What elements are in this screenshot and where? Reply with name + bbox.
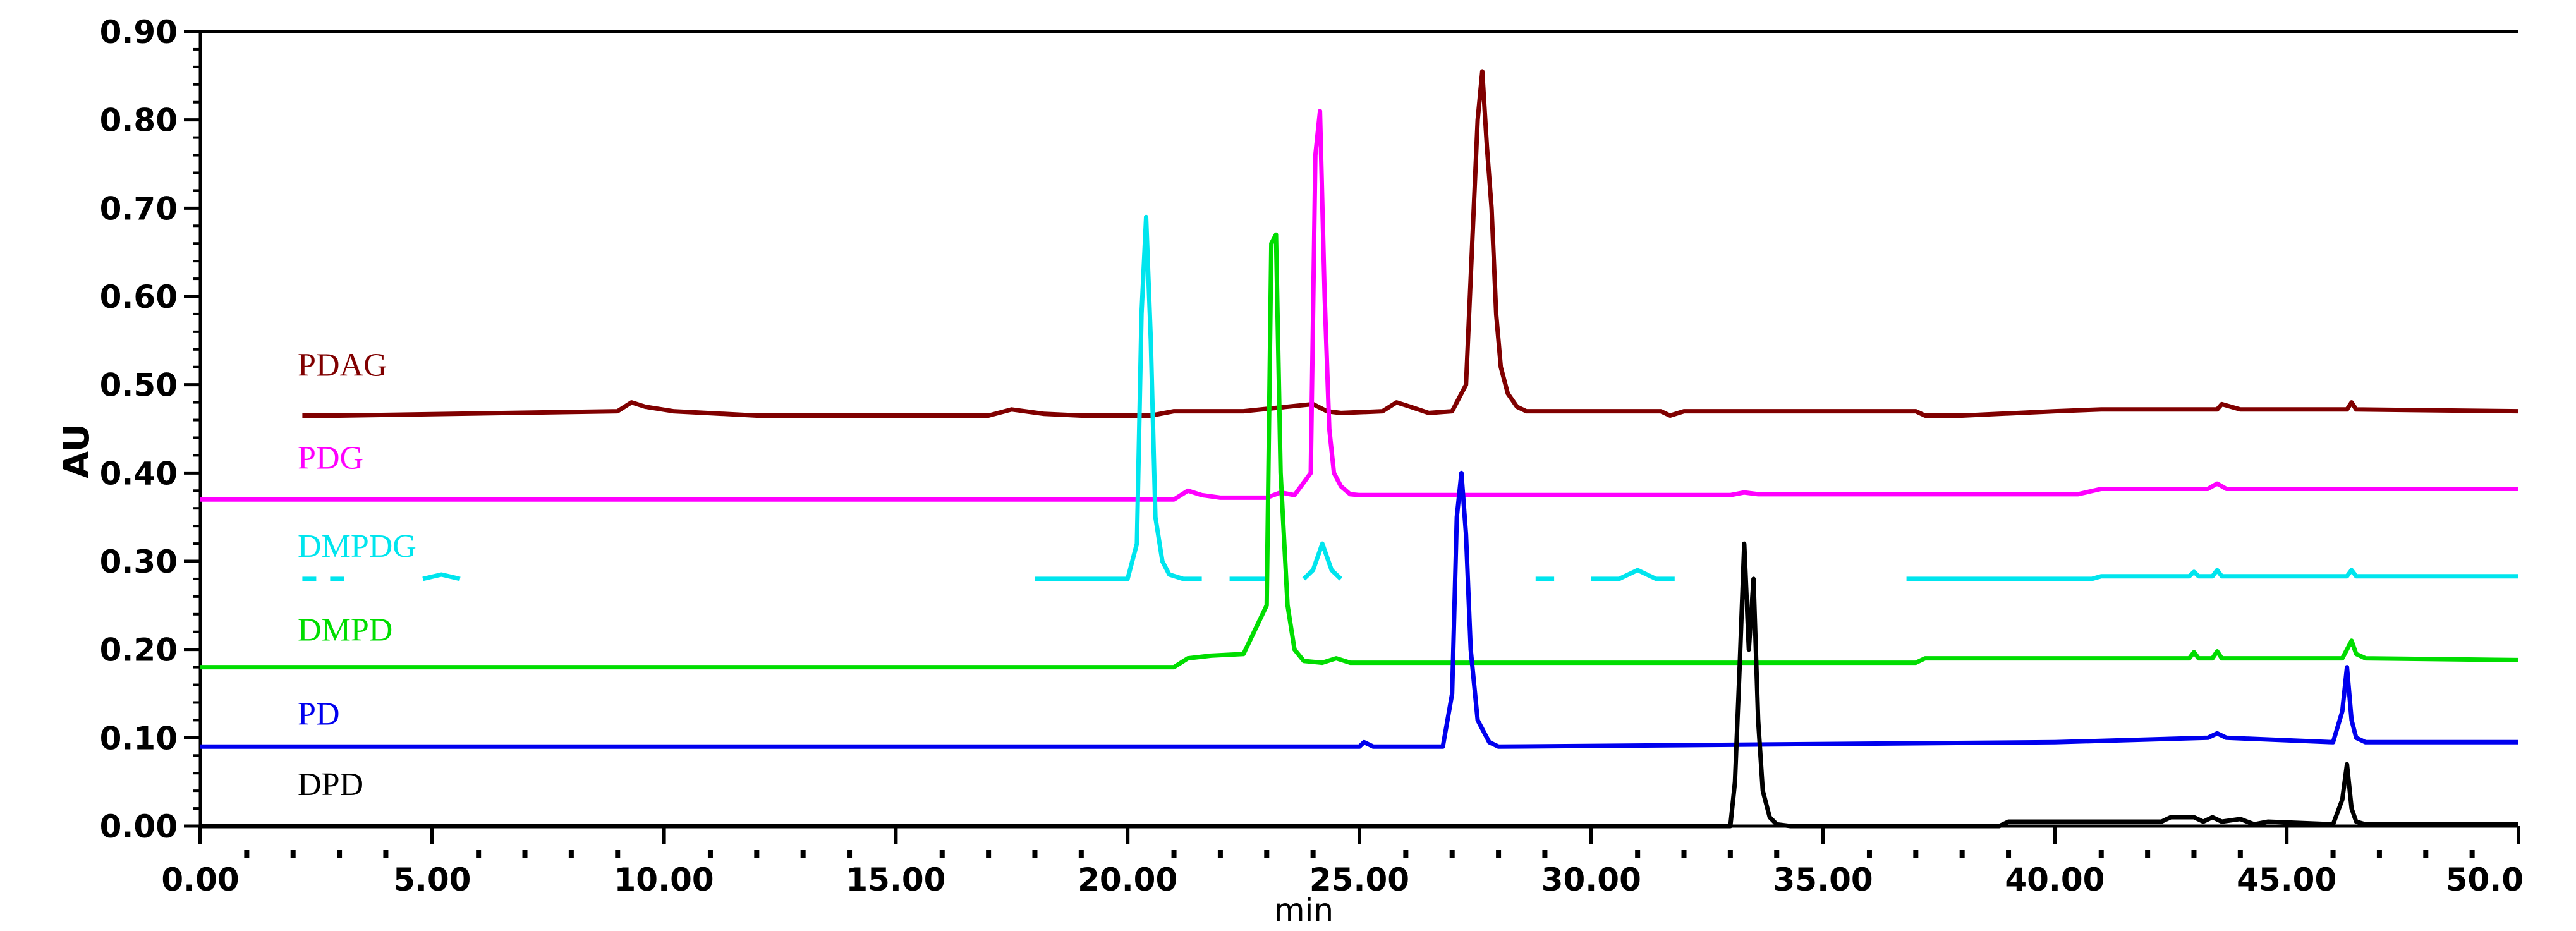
y-tick-label: 0.40 xyxy=(100,455,178,492)
y-tick-label: 0.90 xyxy=(100,14,178,51)
x-tick-label: 15.00 xyxy=(846,861,945,898)
series-layer xyxy=(200,69,2519,829)
series-dpd xyxy=(200,541,2518,829)
series-line-dpd xyxy=(200,541,2518,829)
x-tick-label: 10.00 xyxy=(614,861,714,898)
series-line-pdag xyxy=(302,69,2519,418)
series-label-pdg: PDG xyxy=(298,440,363,476)
y-tick-label: 0.20 xyxy=(100,632,178,669)
series-line-pdg xyxy=(200,109,2518,502)
series-line-dmpdg-seg3 xyxy=(1035,214,1202,581)
series-pdg xyxy=(200,109,2518,502)
x-tick-label: 5.00 xyxy=(393,861,471,898)
series-label-dmpdg: DMPDG xyxy=(298,528,416,564)
series-dmpdg xyxy=(302,214,2518,581)
x-tick-label: 35.00 xyxy=(1773,861,1873,898)
y-tick-label: 0.70 xyxy=(100,190,178,227)
x-tick-label: 50.0 xyxy=(2446,861,2524,898)
y-tick-label: 0.80 xyxy=(100,102,178,139)
series-line-dmpd xyxy=(200,232,2519,670)
series-line-pd xyxy=(200,470,2518,749)
series-pd xyxy=(200,470,2518,749)
y-tick-label: 0.60 xyxy=(100,279,178,315)
x-tick-label: 40.00 xyxy=(2005,861,2105,898)
y-tick-label: 0.30 xyxy=(100,544,178,580)
series-label-pd: PD xyxy=(298,696,339,732)
labels-layer: 0.00 0.10 0.20 0.30 0.40 0.50 0.60 0.70 0.80 0.90… xyxy=(56,14,2524,928)
series-pdag xyxy=(302,69,2519,418)
x-tick-label: 30.00 xyxy=(1541,861,1641,898)
x-tick-label: 0.00 xyxy=(161,861,239,898)
x-tick-label: 20.00 xyxy=(1078,861,1177,898)
series-label-dmpd: DMPD xyxy=(298,612,392,648)
series-label-pdag: PDAG xyxy=(298,348,387,384)
series-line-dmpdg-seg2 xyxy=(422,572,461,581)
series-line-dmpdg-seg5 xyxy=(1302,541,1343,581)
y-tick-label: 0.10 xyxy=(100,720,178,757)
y-axis-title: AU xyxy=(56,423,97,478)
axes-layer xyxy=(184,30,2520,858)
series-dmpd xyxy=(200,232,2519,670)
x-axis-title: min xyxy=(1274,892,1334,928)
y-tick-label: 0.50 xyxy=(100,367,178,404)
x-tick-label: 25.00 xyxy=(1309,861,1409,898)
x-tick-label: 45.00 xyxy=(2237,861,2336,898)
y-tick-label: 0.00 xyxy=(100,808,178,845)
series-line-dmpdg-seg8 xyxy=(1906,568,2518,581)
series-label-dpd: DPD xyxy=(298,767,363,803)
series-line-dmpdg-seg7 xyxy=(1591,568,1675,581)
